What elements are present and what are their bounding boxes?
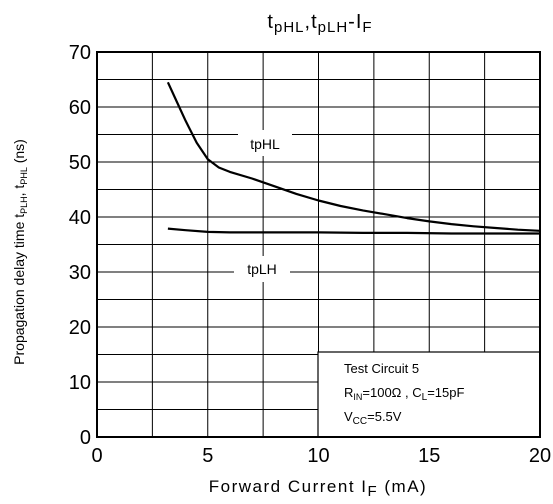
y-tick-label: 70 xyxy=(69,42,91,64)
series-line-tplh xyxy=(167,227,540,235)
y-tick-label: 10 xyxy=(69,372,91,394)
plot-frame xyxy=(96,51,541,438)
chart-title: tpHL,tpLH-IF xyxy=(267,11,372,36)
tphl-label: tpHL xyxy=(250,136,280,152)
x-tick-label: 5 xyxy=(202,445,213,467)
y-axis-label: Propagation delay time tPLH, tPHL (ns) xyxy=(11,139,29,365)
y-tick-label: 20 xyxy=(69,317,91,339)
tplh-label-bg xyxy=(234,256,290,282)
series-line-tphl xyxy=(166,81,541,232)
tplh-label: tpLH xyxy=(247,261,277,277)
y-tick-label: 0 xyxy=(80,427,91,449)
y-tick-label: 40 xyxy=(69,207,91,229)
tick-labels: 0 5 10 15 20 70 60 50 40 30 20 10 0 xyxy=(69,42,551,467)
tphl-label-bg xyxy=(238,130,292,156)
grid xyxy=(97,52,540,437)
x-axis-label: Forward Current IF (mA) xyxy=(209,477,427,500)
x-tick-label: 0 xyxy=(91,445,102,467)
x-tick-label: 20 xyxy=(529,445,551,467)
y-tick-label: 30 xyxy=(69,262,91,284)
y-tick-label: 50 xyxy=(69,152,91,174)
x-tick-label: 15 xyxy=(418,445,440,467)
info-line-3: VCC=5.5V xyxy=(344,409,402,427)
series-group xyxy=(166,81,541,235)
y-tick-label: 60 xyxy=(69,97,91,119)
info-box xyxy=(317,351,541,438)
info-line-1: Test Circuit 5 xyxy=(344,361,419,376)
x-tick-label: 10 xyxy=(307,445,329,467)
info-line-2: RIN=100Ω , CL=15pF xyxy=(344,385,464,403)
